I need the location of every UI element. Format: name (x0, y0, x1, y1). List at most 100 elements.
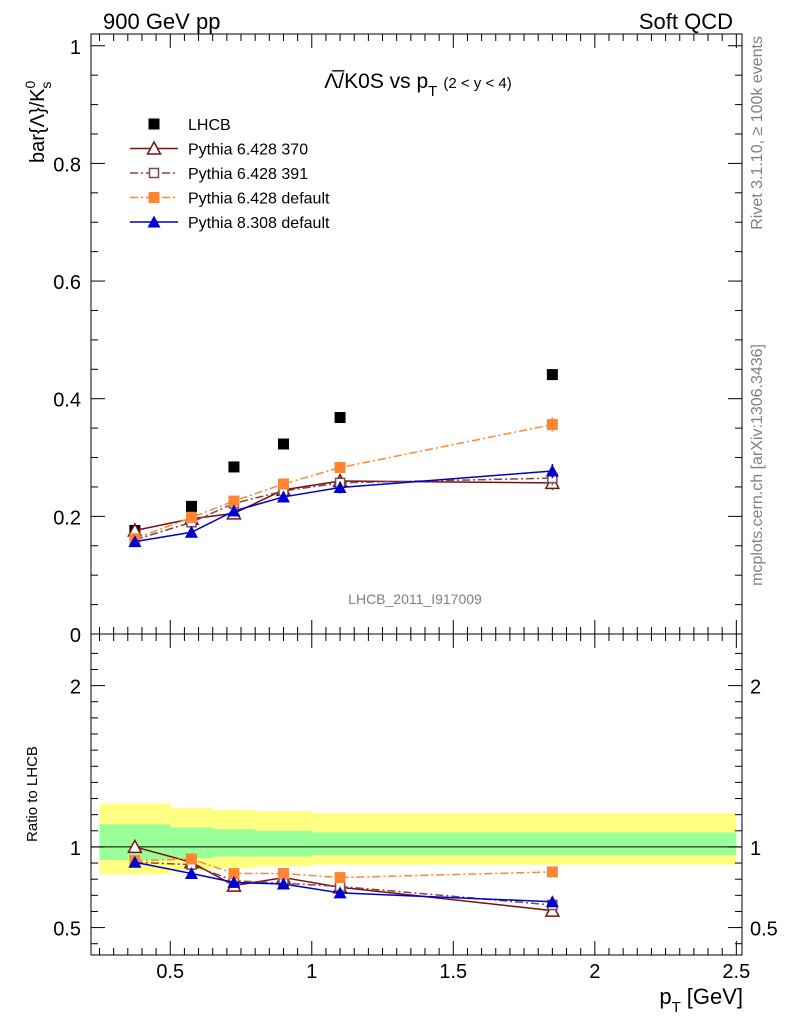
ratio-series-line (134, 861, 553, 906)
ratio-series (127, 838, 561, 917)
ratio-data-point (276, 877, 290, 890)
main-y-tick-label: 0.4 (53, 390, 81, 412)
ratio-y-tick-label: 1 (70, 838, 81, 860)
ratio-data-point (545, 895, 559, 908)
legend: LHCB Pythia 6.428 370 Pythia 6.428 391 Pyth… (130, 117, 330, 232)
main-data-point (228, 495, 240, 507)
ratio-panel-frame (90, 633, 743, 956)
main-y-ticks: 0 0.2 0.4 0.6 0.8 1 (53, 37, 742, 647)
ratio-band-inner (311, 832, 369, 855)
main-series (128, 464, 559, 548)
main-y-tick-label: 0.8 (53, 154, 81, 176)
ratio-band-inner (255, 830, 312, 857)
main-title-sub: T (428, 83, 437, 100)
ratio-y-tick-label-right: 2 (750, 677, 761, 699)
main-data-point (184, 525, 198, 538)
x-axis-label: pT [GeV] (659, 984, 743, 1016)
main-data-point (546, 419, 558, 431)
legend-marker (146, 140, 162, 155)
x-tick-label: 1.5 (439, 961, 467, 983)
ratio-y-tick-label: 2 (70, 677, 81, 699)
legend-label: LHCB (188, 117, 231, 134)
x-axis-label-sub: T (672, 999, 681, 1016)
main-data-point (227, 504, 241, 517)
x-axis-label-text: p (659, 984, 671, 1009)
main-y-label-text: bar{Λ}/K (27, 88, 49, 163)
ratio-data-point (128, 855, 142, 868)
mcplots-label: mcplots.cern.ch [arXiv:1306.3436] (749, 344, 766, 586)
analysis-watermark: LHCB_2011_I917009 (348, 591, 482, 607)
ratio-data-point (334, 872, 346, 884)
x-axis-label-unit: [GeV] (687, 984, 743, 1009)
legend-item: Pythia 6.428 370 (130, 140, 308, 159)
legend-item: Pythia 8.308 default (130, 215, 330, 232)
ratio-data-point (127, 838, 143, 854)
main-panel: 0 0.2 0.4 0.6 0.8 1 Λ̅/K0S vs pT (2 < y < 4) b… (22, 33, 743, 647)
main-title-range: (2 < y < 4) (443, 75, 511, 92)
ratio-data-point (227, 875, 241, 888)
ratio-band-inner (170, 827, 213, 859)
main-title: Λ̅/K0S vs pT (2 < y < 4) (324, 70, 511, 100)
ratio-y-label: Ratio to LHCB (24, 746, 41, 842)
ratio-data-point (333, 886, 347, 899)
header-right: Soft QCD (639, 9, 733, 34)
legend-item: Pythia 6.428 default (130, 191, 330, 208)
main-y-tick-label: 1 (70, 37, 81, 59)
legend-marker (148, 167, 160, 179)
ratio-data-point (546, 866, 558, 878)
main-title-text: Λ̅/K0S vs p (324, 70, 428, 93)
ratio-y-tick-label-right: 0.5 (750, 919, 778, 941)
main-y-label: bar{Λ}/K0s (22, 80, 54, 163)
main-data-point (228, 461, 240, 473)
main-data-point (277, 478, 289, 490)
ratio-y-tick-label-right: 1 (750, 838, 761, 860)
ratio-series (129, 856, 558, 911)
main-y-label-sup: 0 (22, 80, 38, 88)
main-data-point (334, 412, 346, 424)
ratio-series (128, 855, 559, 908)
x-ticks: 0.5 1 1.5 2 2.5 (98, 34, 750, 983)
ratio-data-point (185, 853, 197, 865)
x-tick-label: 1 (306, 961, 317, 983)
ratio-series-line (134, 861, 553, 903)
legend-label: Pythia 8.308 default (188, 215, 330, 232)
ratio-data-point (228, 868, 240, 880)
main-data-point (128, 535, 142, 548)
main-data-point (334, 462, 346, 474)
legend-item: Pythia 6.428 391 (130, 166, 308, 183)
main-data-point (545, 464, 559, 477)
x-tick-label: 0.5 (156, 961, 184, 983)
legend-marker (148, 118, 160, 130)
legend-label: Pythia 6.428 370 (188, 142, 308, 159)
ratio-band-inner (212, 829, 256, 857)
ratio-series-line (134, 858, 553, 879)
main-data-point (185, 512, 197, 524)
ratio-data-point (277, 868, 289, 880)
ratio-data-point (184, 867, 198, 880)
legend-marker (148, 192, 160, 203)
main-data-point (277, 438, 289, 450)
ratio-series-line (134, 846, 553, 912)
main-data-point (276, 490, 290, 503)
ratio-y-ticks: 0.5 0.5 1 1 2 2 (53, 652, 778, 945)
legend-item: LHCB (148, 117, 231, 134)
main-series-line (134, 423, 553, 540)
main-y-tick-label: 0.2 (53, 507, 81, 529)
ratio-uncertainty-bands (99, 803, 737, 875)
main-series (129, 369, 558, 536)
main-series-line (134, 470, 553, 543)
legend-marker (147, 215, 161, 228)
ratio-y-tick-label: 0.5 (53, 919, 81, 941)
legend-label: Pythia 6.428 391 (188, 166, 308, 183)
rivet-label: Rivet 3.1.10, ≥ 100k events (749, 36, 766, 230)
main-y-label-sub: s (38, 82, 54, 89)
x-tick-label: 2.5 (722, 961, 750, 983)
main-data-point (546, 369, 558, 381)
main-y-tick-label: 0.6 (53, 272, 81, 294)
header-left: 900 GeV pp (103, 9, 220, 34)
main-y-tick-label: 0 (70, 625, 81, 647)
legend-label: Pythia 6.428 default (188, 191, 330, 208)
x-tick-label: 2 (589, 961, 600, 983)
